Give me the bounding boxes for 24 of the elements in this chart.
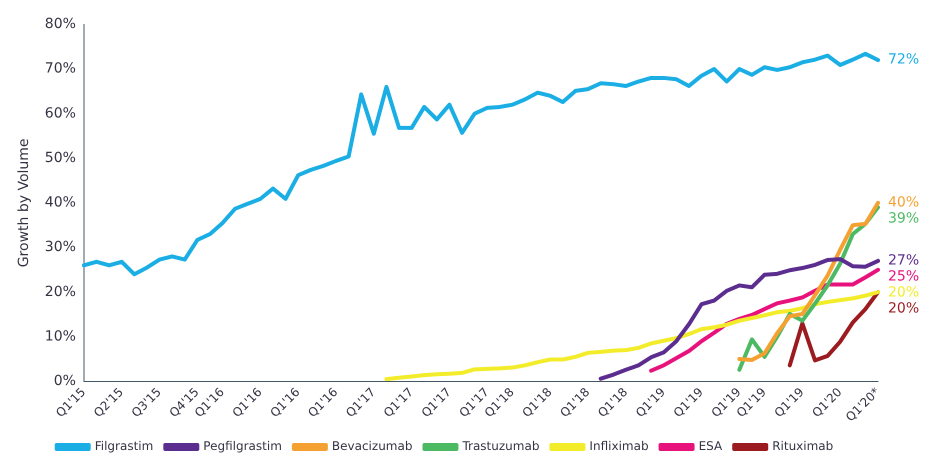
legend-label: Infliximab — [589, 439, 649, 454]
y-tick-label: 10% — [44, 328, 76, 344]
legend-label: Trastuzumab — [461, 439, 540, 454]
legend-label: ESA — [698, 439, 723, 454]
legend-label: Rituximab — [772, 439, 834, 454]
y-tick-label: 20% — [44, 284, 76, 300]
y-tick-label: 50% — [44, 150, 76, 166]
annotation: 40% — [888, 194, 920, 211]
legend-label: Pegfilgrastim — [203, 439, 282, 454]
annotation: 20% — [888, 300, 920, 317]
y-tick-label: 0% — [54, 373, 76, 390]
annotation: 25% — [888, 268, 920, 285]
legend-label: Bevacizumab — [332, 439, 412, 454]
y-tick-label: 80% — [44, 16, 76, 32]
annotation: 27% — [888, 252, 920, 269]
y-tick-label: 70% — [44, 60, 76, 77]
annotation: 20% — [888, 284, 920, 301]
y-tick-label: 60% — [44, 105, 76, 122]
legend-label: Filgrastim — [94, 439, 154, 454]
y-tick-label: 30% — [44, 239, 76, 256]
annotation: 39% — [888, 210, 920, 227]
annotation: 72% — [888, 52, 920, 68]
y-axis-title: Growth by Volume — [16, 138, 32, 268]
y-tick-label: 40% — [44, 194, 76, 211]
